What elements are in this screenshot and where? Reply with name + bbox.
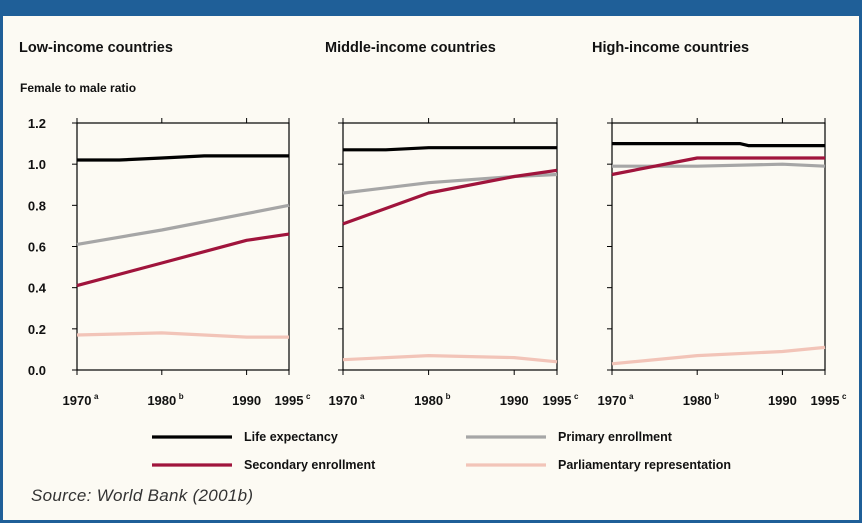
panel-title: High-income countries: [592, 40, 749, 56]
series-line-life-expectancy: [343, 146, 557, 152]
x-tick-label: 1990: [768, 393, 797, 408]
panel-3: High-income countries 1970 a 1980 b 1990 1995 c: [592, 40, 847, 408]
series-line-secondary-enrollment: [76, 232, 290, 288]
x-tick-superscript: b: [714, 392, 719, 401]
x-tick-superscript: a: [360, 392, 365, 401]
panel-title: Low-income countries: [19, 40, 173, 56]
x-tick-superscript: c: [306, 392, 311, 401]
x-tick-label: 1995: [811, 393, 840, 408]
series-line-primary-enrollment: [612, 162, 826, 168]
series-line-life-expectancy: [612, 142, 825, 148]
series-line-life-expectancy: [77, 154, 289, 162]
chart-svg: Female to male ratio 0.0 0.2 0.4 0.6 0.8 1.0 1.…: [19, 40, 847, 472]
legend-label: Life expectancy: [244, 430, 338, 444]
x-tick-label: 1970: [329, 393, 358, 408]
y-axis-label: Female to male ratio: [20, 81, 136, 95]
y-tick-label: 0.6: [28, 240, 46, 255]
y-tick-label: 0.8: [28, 198, 46, 213]
series-line-primary-enrollment: [342, 172, 558, 195]
source-note: Source: World Bank (2001b): [31, 486, 254, 505]
x-tick-superscript: c: [842, 392, 847, 401]
legend-label: Primary enrollment: [558, 430, 673, 444]
x-tick-label: 1995: [543, 393, 572, 408]
x-tick-label: 1970: [63, 393, 92, 408]
x-tick-superscript: c: [574, 392, 579, 401]
series-line-parliamentary-representation: [611, 345, 826, 366]
series-line-parliamentary-representation: [342, 354, 558, 364]
legend-label: Secondary enrollment: [244, 458, 376, 472]
y-tick-label: 0.0: [28, 363, 46, 378]
x-tick-superscript: b: [179, 392, 184, 401]
legend-label: Parliamentary representation: [558, 458, 731, 472]
x-tick-label: 1995: [275, 393, 304, 408]
x-tick-label: 1970: [598, 393, 627, 408]
plot-area: [342, 122, 558, 371]
y-tick-label: 1.0: [28, 157, 46, 172]
y-tick-label: 0.2: [28, 322, 46, 337]
panel-2: Middle-income countries 1970 a 1980 b 1990 199…: [325, 40, 579, 408]
x-tick-superscript: b: [446, 392, 451, 401]
y-tick-label: 0.4: [28, 281, 47, 296]
x-tick-label: 1980: [147, 393, 176, 408]
x-tick-label: 1990: [500, 393, 529, 408]
panel-1: Low-income countries 1970 a 1980 b 1990 1995 c: [19, 40, 311, 408]
x-tick-superscript: a: [94, 392, 99, 401]
x-tick-label: 1990: [232, 393, 261, 408]
x-tick-label: 1980: [683, 393, 712, 408]
plot-area: [611, 122, 826, 371]
panel-title: Middle-income countries: [325, 40, 496, 56]
series-line-secondary-enrollment: [611, 156, 825, 177]
series-line-primary-enrollment: [76, 203, 290, 246]
series-line-parliamentary-representation: [76, 331, 289, 339]
series-line-secondary-enrollment: [342, 168, 558, 226]
x-tick-label: 1980: [414, 393, 443, 408]
x-tick-superscript: a: [629, 392, 634, 401]
y-tick-label: 1.2: [28, 116, 46, 131]
